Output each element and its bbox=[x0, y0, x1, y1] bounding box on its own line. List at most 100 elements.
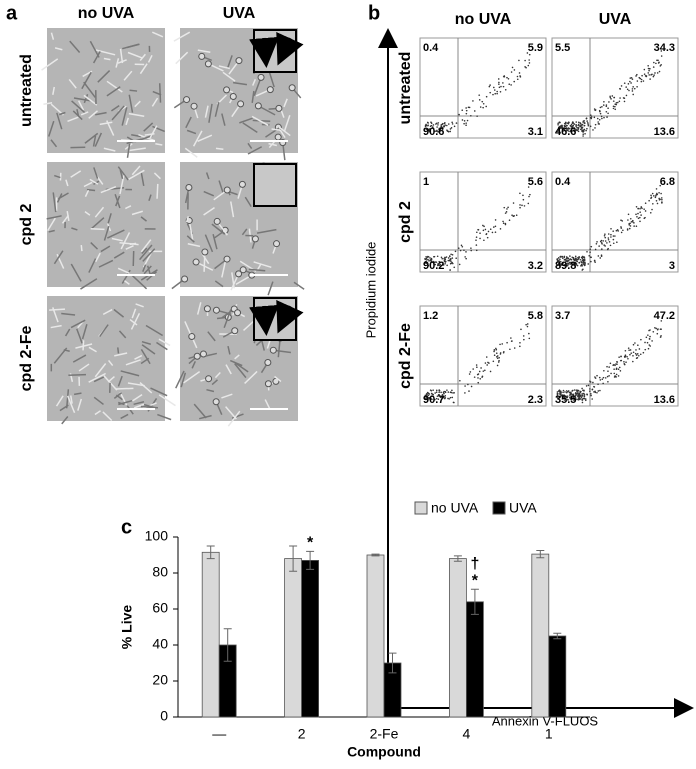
event bbox=[589, 251, 591, 253]
event bbox=[596, 392, 598, 394]
event bbox=[608, 366, 610, 368]
event bbox=[489, 84, 491, 86]
event bbox=[583, 397, 585, 399]
event bbox=[577, 391, 579, 393]
event bbox=[488, 231, 490, 233]
event bbox=[630, 218, 632, 220]
event bbox=[471, 386, 473, 388]
event bbox=[505, 212, 507, 214]
event bbox=[659, 71, 661, 73]
event bbox=[485, 106, 487, 108]
event bbox=[599, 119, 601, 121]
event bbox=[648, 70, 650, 72]
event bbox=[528, 333, 530, 335]
cell bbox=[81, 245, 82, 251]
panel-label: b bbox=[368, 2, 380, 24]
event bbox=[458, 114, 460, 116]
event bbox=[527, 203, 529, 205]
event bbox=[467, 384, 469, 386]
event bbox=[566, 390, 568, 392]
event bbox=[446, 125, 448, 127]
event bbox=[428, 256, 430, 258]
event bbox=[626, 356, 628, 358]
event bbox=[476, 244, 478, 246]
event bbox=[529, 62, 531, 64]
event bbox=[429, 257, 431, 259]
event bbox=[639, 78, 641, 80]
event bbox=[503, 86, 505, 88]
cell bbox=[258, 74, 264, 80]
event bbox=[465, 122, 467, 124]
event bbox=[451, 127, 453, 129]
quadrant-value: 47.2 bbox=[654, 310, 675, 322]
event bbox=[579, 398, 581, 400]
event bbox=[587, 263, 589, 265]
event bbox=[630, 225, 632, 227]
event bbox=[595, 249, 597, 251]
event bbox=[640, 353, 642, 355]
event bbox=[449, 256, 451, 258]
event bbox=[639, 221, 641, 223]
event bbox=[584, 133, 586, 135]
event bbox=[591, 398, 593, 400]
event bbox=[610, 363, 612, 365]
event bbox=[649, 336, 651, 338]
event bbox=[425, 256, 427, 258]
event bbox=[562, 257, 564, 259]
event bbox=[614, 235, 616, 237]
cell bbox=[91, 229, 105, 230]
event bbox=[603, 244, 605, 246]
event bbox=[469, 373, 471, 375]
event bbox=[589, 248, 591, 250]
cell bbox=[193, 259, 199, 265]
event bbox=[638, 355, 640, 357]
event bbox=[600, 241, 602, 243]
event bbox=[447, 260, 449, 262]
cell bbox=[130, 243, 136, 244]
event bbox=[632, 88, 634, 90]
event bbox=[527, 323, 529, 325]
event bbox=[616, 102, 618, 104]
x-tick-label: — bbox=[212, 726, 226, 742]
quadrant-value: 5.6 bbox=[528, 176, 543, 188]
event bbox=[470, 247, 472, 249]
event bbox=[610, 234, 612, 236]
event bbox=[581, 130, 583, 132]
event bbox=[496, 352, 498, 354]
event bbox=[590, 381, 592, 383]
cell bbox=[184, 97, 190, 103]
quadrant-value: 3.1 bbox=[528, 126, 543, 138]
event bbox=[511, 71, 513, 73]
quadrant-value: 5.8 bbox=[528, 310, 543, 322]
event bbox=[580, 259, 582, 261]
event bbox=[430, 121, 432, 123]
event bbox=[472, 100, 474, 102]
event bbox=[586, 385, 588, 387]
event bbox=[596, 241, 598, 243]
event bbox=[480, 367, 482, 369]
event bbox=[586, 251, 588, 253]
inset bbox=[254, 164, 296, 206]
event bbox=[481, 101, 483, 103]
quadrant-value: 90.6 bbox=[423, 126, 444, 138]
event bbox=[432, 389, 434, 391]
event bbox=[582, 135, 584, 137]
event bbox=[496, 93, 498, 95]
event bbox=[609, 241, 611, 243]
event bbox=[562, 392, 564, 394]
cell bbox=[204, 306, 210, 312]
event bbox=[613, 108, 615, 110]
quadrant-value: 13.6 bbox=[654, 126, 675, 138]
event bbox=[641, 79, 643, 81]
event bbox=[498, 82, 500, 84]
event bbox=[608, 233, 610, 235]
event bbox=[621, 220, 623, 222]
event bbox=[592, 129, 594, 131]
legend-entry: no UVA bbox=[431, 500, 479, 516]
event bbox=[624, 364, 626, 366]
event bbox=[450, 397, 452, 399]
event bbox=[484, 369, 486, 371]
bar bbox=[367, 555, 384, 717]
event bbox=[519, 192, 521, 194]
event bbox=[482, 225, 484, 227]
